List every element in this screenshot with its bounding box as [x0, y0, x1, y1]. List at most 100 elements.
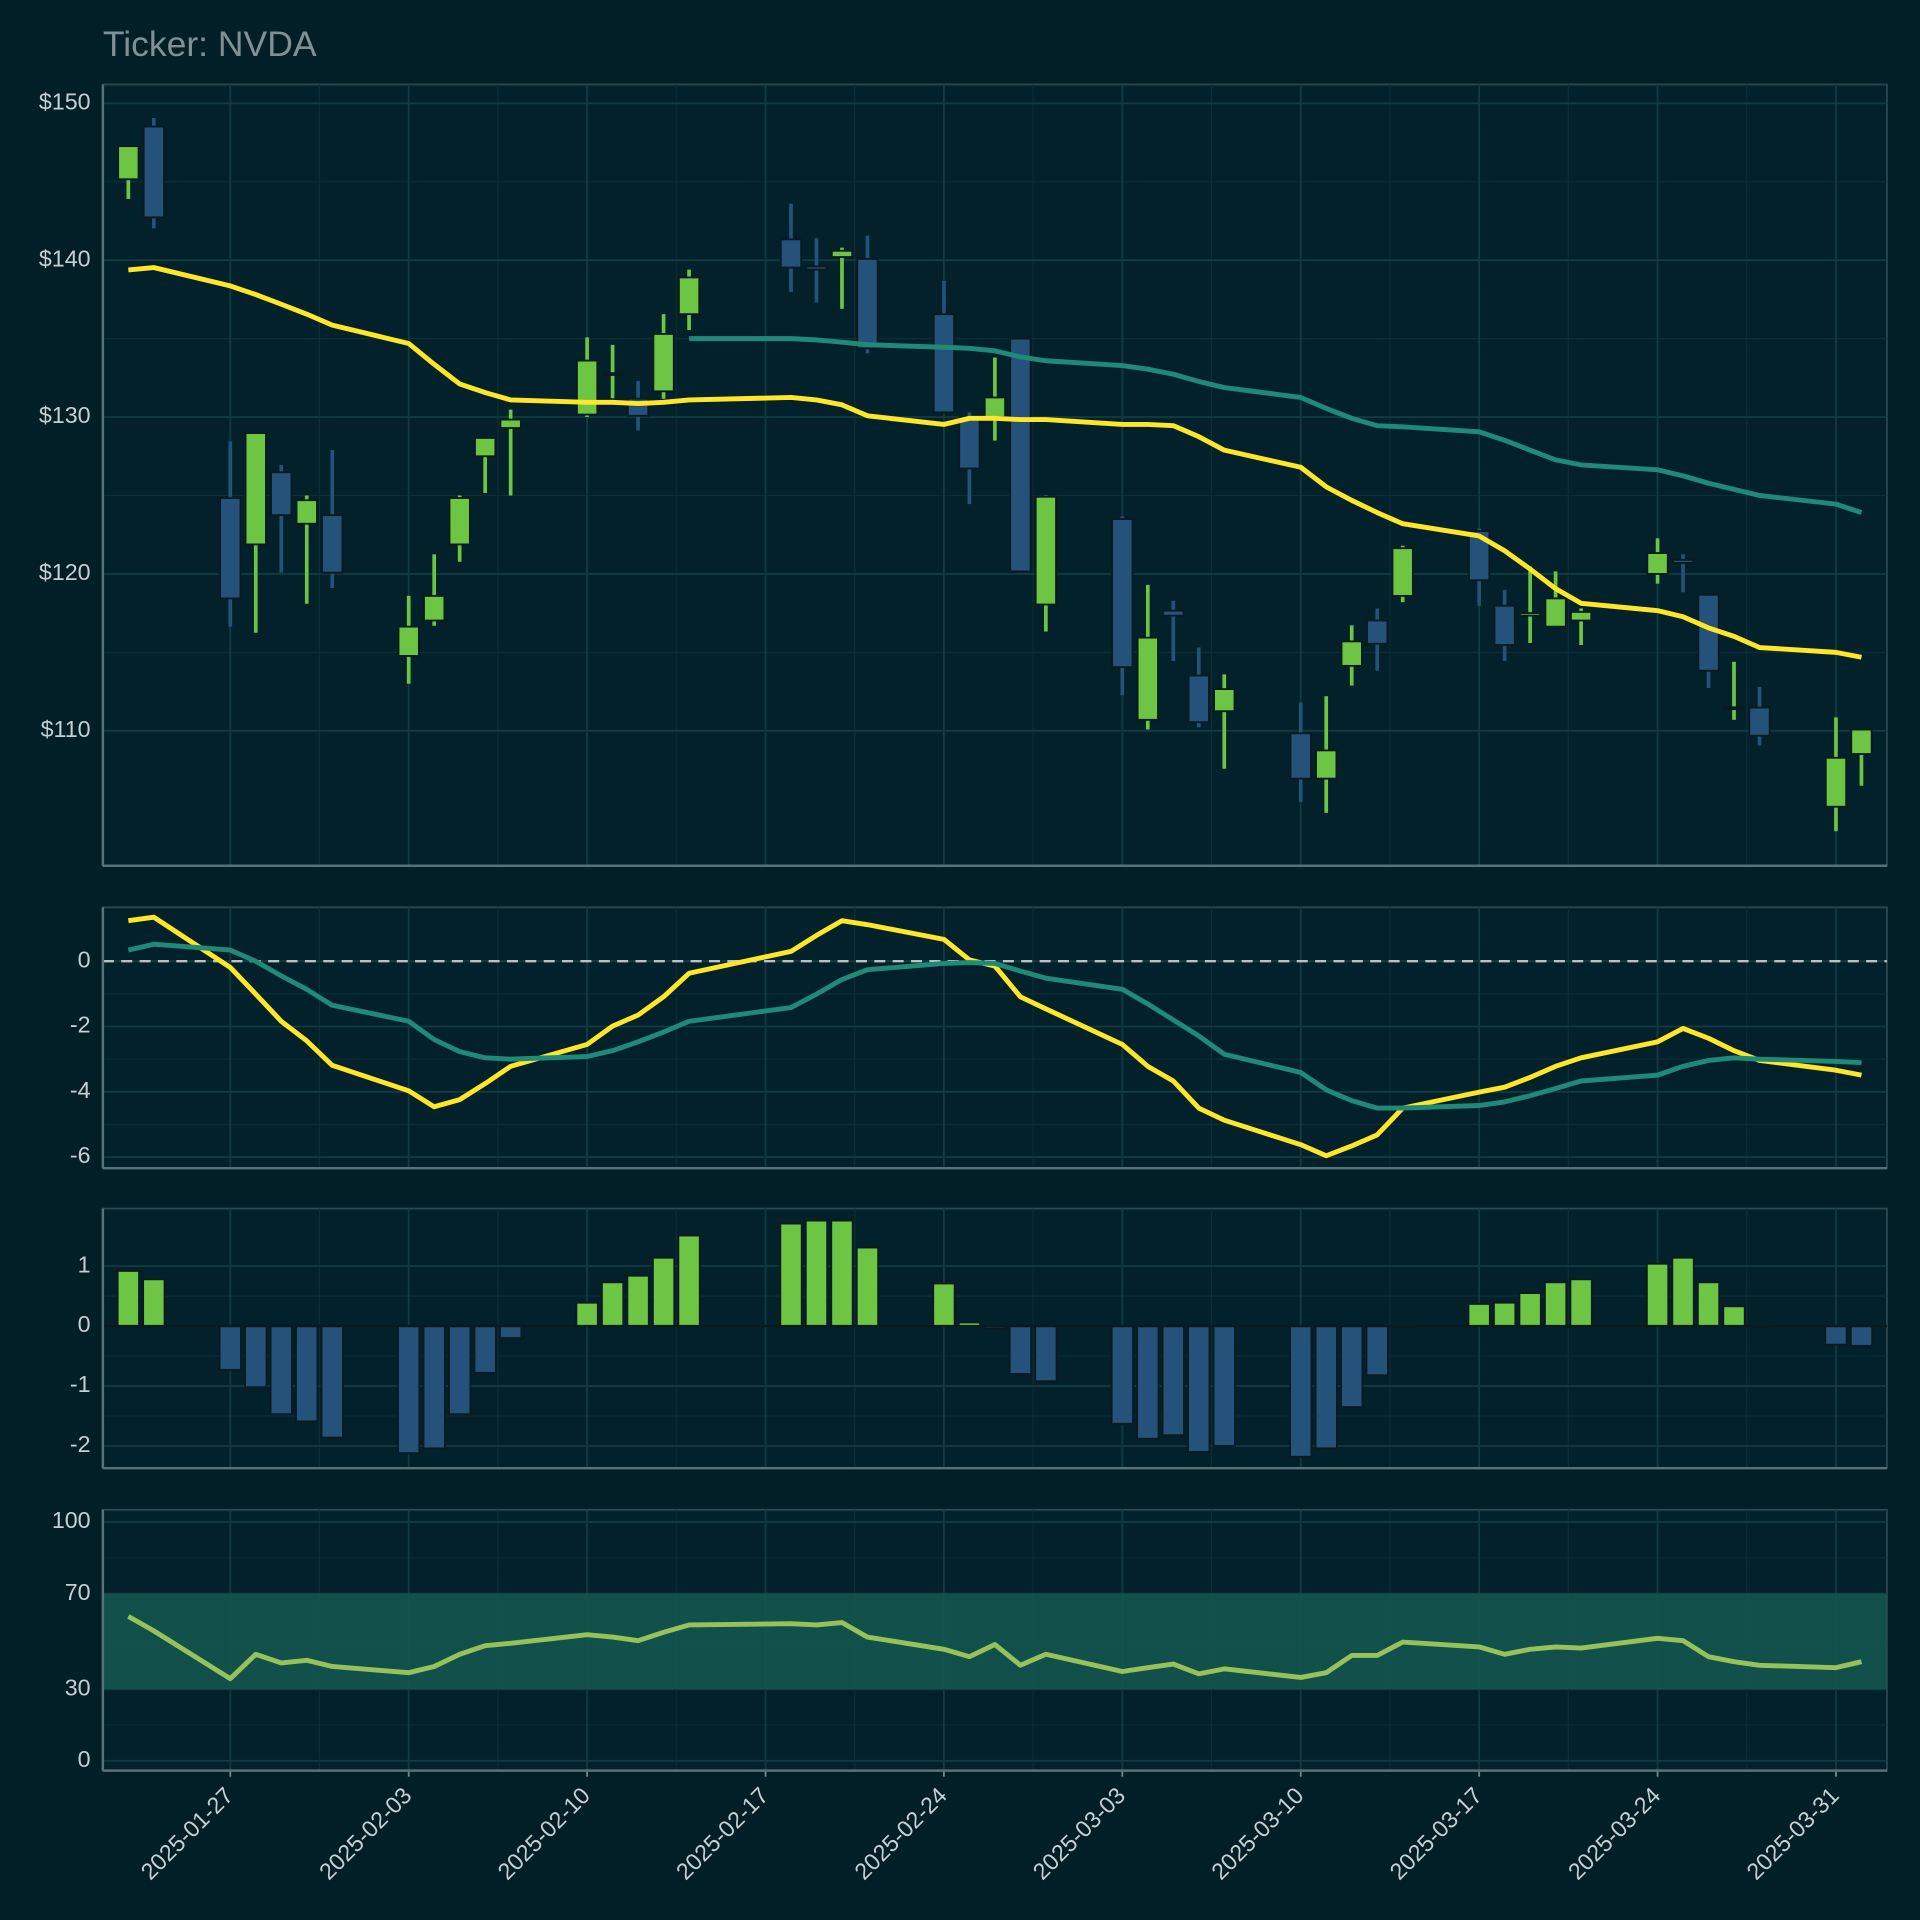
- bar: [1696, 1281, 1721, 1327]
- candle-body: [1187, 674, 1210, 724]
- bar: [1849, 1325, 1874, 1347]
- candle-body: [1824, 756, 1848, 808]
- candle-body: [983, 396, 1007, 418]
- y-tick-label: -4: [70, 1077, 91, 1103]
- y-tick-label: -6: [70, 1142, 91, 1168]
- candle-body: [1544, 597, 1567, 628]
- candle-body: [1850, 728, 1873, 755]
- bar: [218, 1325, 242, 1371]
- y-tick-label: $140: [39, 245, 91, 271]
- candle-body: [474, 437, 497, 458]
- bar: [1645, 1262, 1670, 1327]
- line-series: [127, 941, 1862, 1111]
- y-tick-label: 1: [78, 1251, 91, 1277]
- bar: [600, 1281, 625, 1327]
- y-tick-label: 0: [78, 1746, 91, 1772]
- candle-body: [270, 471, 293, 517]
- bar: [1467, 1302, 1491, 1327]
- bar: [1340, 1325, 1364, 1408]
- y-tick-label: $120: [39, 559, 91, 585]
- bar: [1518, 1292, 1542, 1327]
- bar: [142, 1278, 166, 1327]
- bar: [295, 1325, 319, 1423]
- bar: [830, 1219, 854, 1327]
- bar: [1365, 1325, 1389, 1377]
- bar: [1569, 1278, 1593, 1327]
- line-series: [128, 265, 1862, 660]
- bar: [1722, 1305, 1746, 1327]
- candle-body: [856, 258, 879, 350]
- y-tick-label: 30: [65, 1674, 91, 1700]
- candle-body: [932, 313, 956, 414]
- bar: [397, 1325, 421, 1455]
- bar: [779, 1222, 803, 1327]
- y-tick-label: 0: [78, 946, 91, 972]
- y-tick-label: 0: [78, 1311, 91, 1337]
- line-series: [127, 914, 1862, 1159]
- candle-body: [295, 499, 318, 525]
- line-series: [689, 336, 1863, 515]
- y-tick-label: -2: [70, 1431, 91, 1457]
- bar: [1671, 1256, 1695, 1327]
- bar: [448, 1325, 472, 1416]
- bar: [473, 1325, 497, 1374]
- bar: [575, 1301, 599, 1327]
- bar: [244, 1325, 268, 1389]
- bar: [1161, 1325, 1185, 1437]
- line-series: [127, 1614, 1863, 1682]
- bar: [1314, 1325, 1338, 1450]
- y-tick-label: $130: [39, 402, 91, 428]
- candle-body: [779, 238, 803, 269]
- candle-body: [117, 145, 140, 181]
- candle-body: [1671, 558, 1695, 564]
- candle-body: [219, 497, 242, 600]
- candle-body: [652, 332, 675, 393]
- candle-body: [1340, 640, 1363, 667]
- candle-body: [142, 125, 165, 219]
- y-tick-label: 100: [52, 1507, 91, 1533]
- candle-body: [575, 359, 599, 416]
- bar: [499, 1325, 523, 1339]
- bar: [626, 1274, 650, 1327]
- candle-body: [1315, 749, 1338, 780]
- y-tick-label: $150: [39, 88, 91, 114]
- bar: [855, 1246, 880, 1327]
- bar: [1110, 1325, 1134, 1425]
- candle-body: [448, 497, 471, 546]
- candle-body: [1519, 612, 1542, 617]
- candle-body: [1111, 518, 1134, 669]
- candle-body: [1722, 706, 1746, 711]
- candle-body: [499, 418, 522, 429]
- bar: [1008, 1325, 1033, 1375]
- candle-body: [830, 249, 854, 258]
- bar: [269, 1325, 293, 1416]
- y-tick-label: -2: [70, 1012, 91, 1038]
- candle-body: [958, 416, 981, 470]
- bar: [651, 1256, 676, 1327]
- candle-body: [1493, 604, 1516, 646]
- panel: [101, 906, 1888, 1170]
- bar: [932, 1282, 956, 1327]
- panel: [101, 83, 1888, 867]
- chart-title: Ticker: NVDA: [103, 24, 317, 64]
- candle-body: [397, 625, 420, 657]
- candle-body: [1162, 609, 1185, 617]
- candle-body: [805, 265, 828, 271]
- bar: [1493, 1301, 1517, 1327]
- candle-body: [1009, 337, 1032, 573]
- candle-body: [677, 276, 701, 316]
- bar: [116, 1270, 140, 1327]
- bar: [1187, 1325, 1211, 1453]
- bar: [1212, 1325, 1236, 1447]
- bar: [1289, 1325, 1313, 1458]
- bar: [1824, 1325, 1848, 1346]
- bar: [1034, 1325, 1058, 1383]
- y-tick-label: $110: [41, 716, 91, 742]
- bar: [677, 1234, 701, 1327]
- bar: [320, 1325, 344, 1439]
- candle-body: [601, 372, 624, 376]
- candle-body: [1289, 732, 1312, 780]
- candle-body: [1366, 619, 1389, 645]
- candle-body: [1391, 547, 1414, 597]
